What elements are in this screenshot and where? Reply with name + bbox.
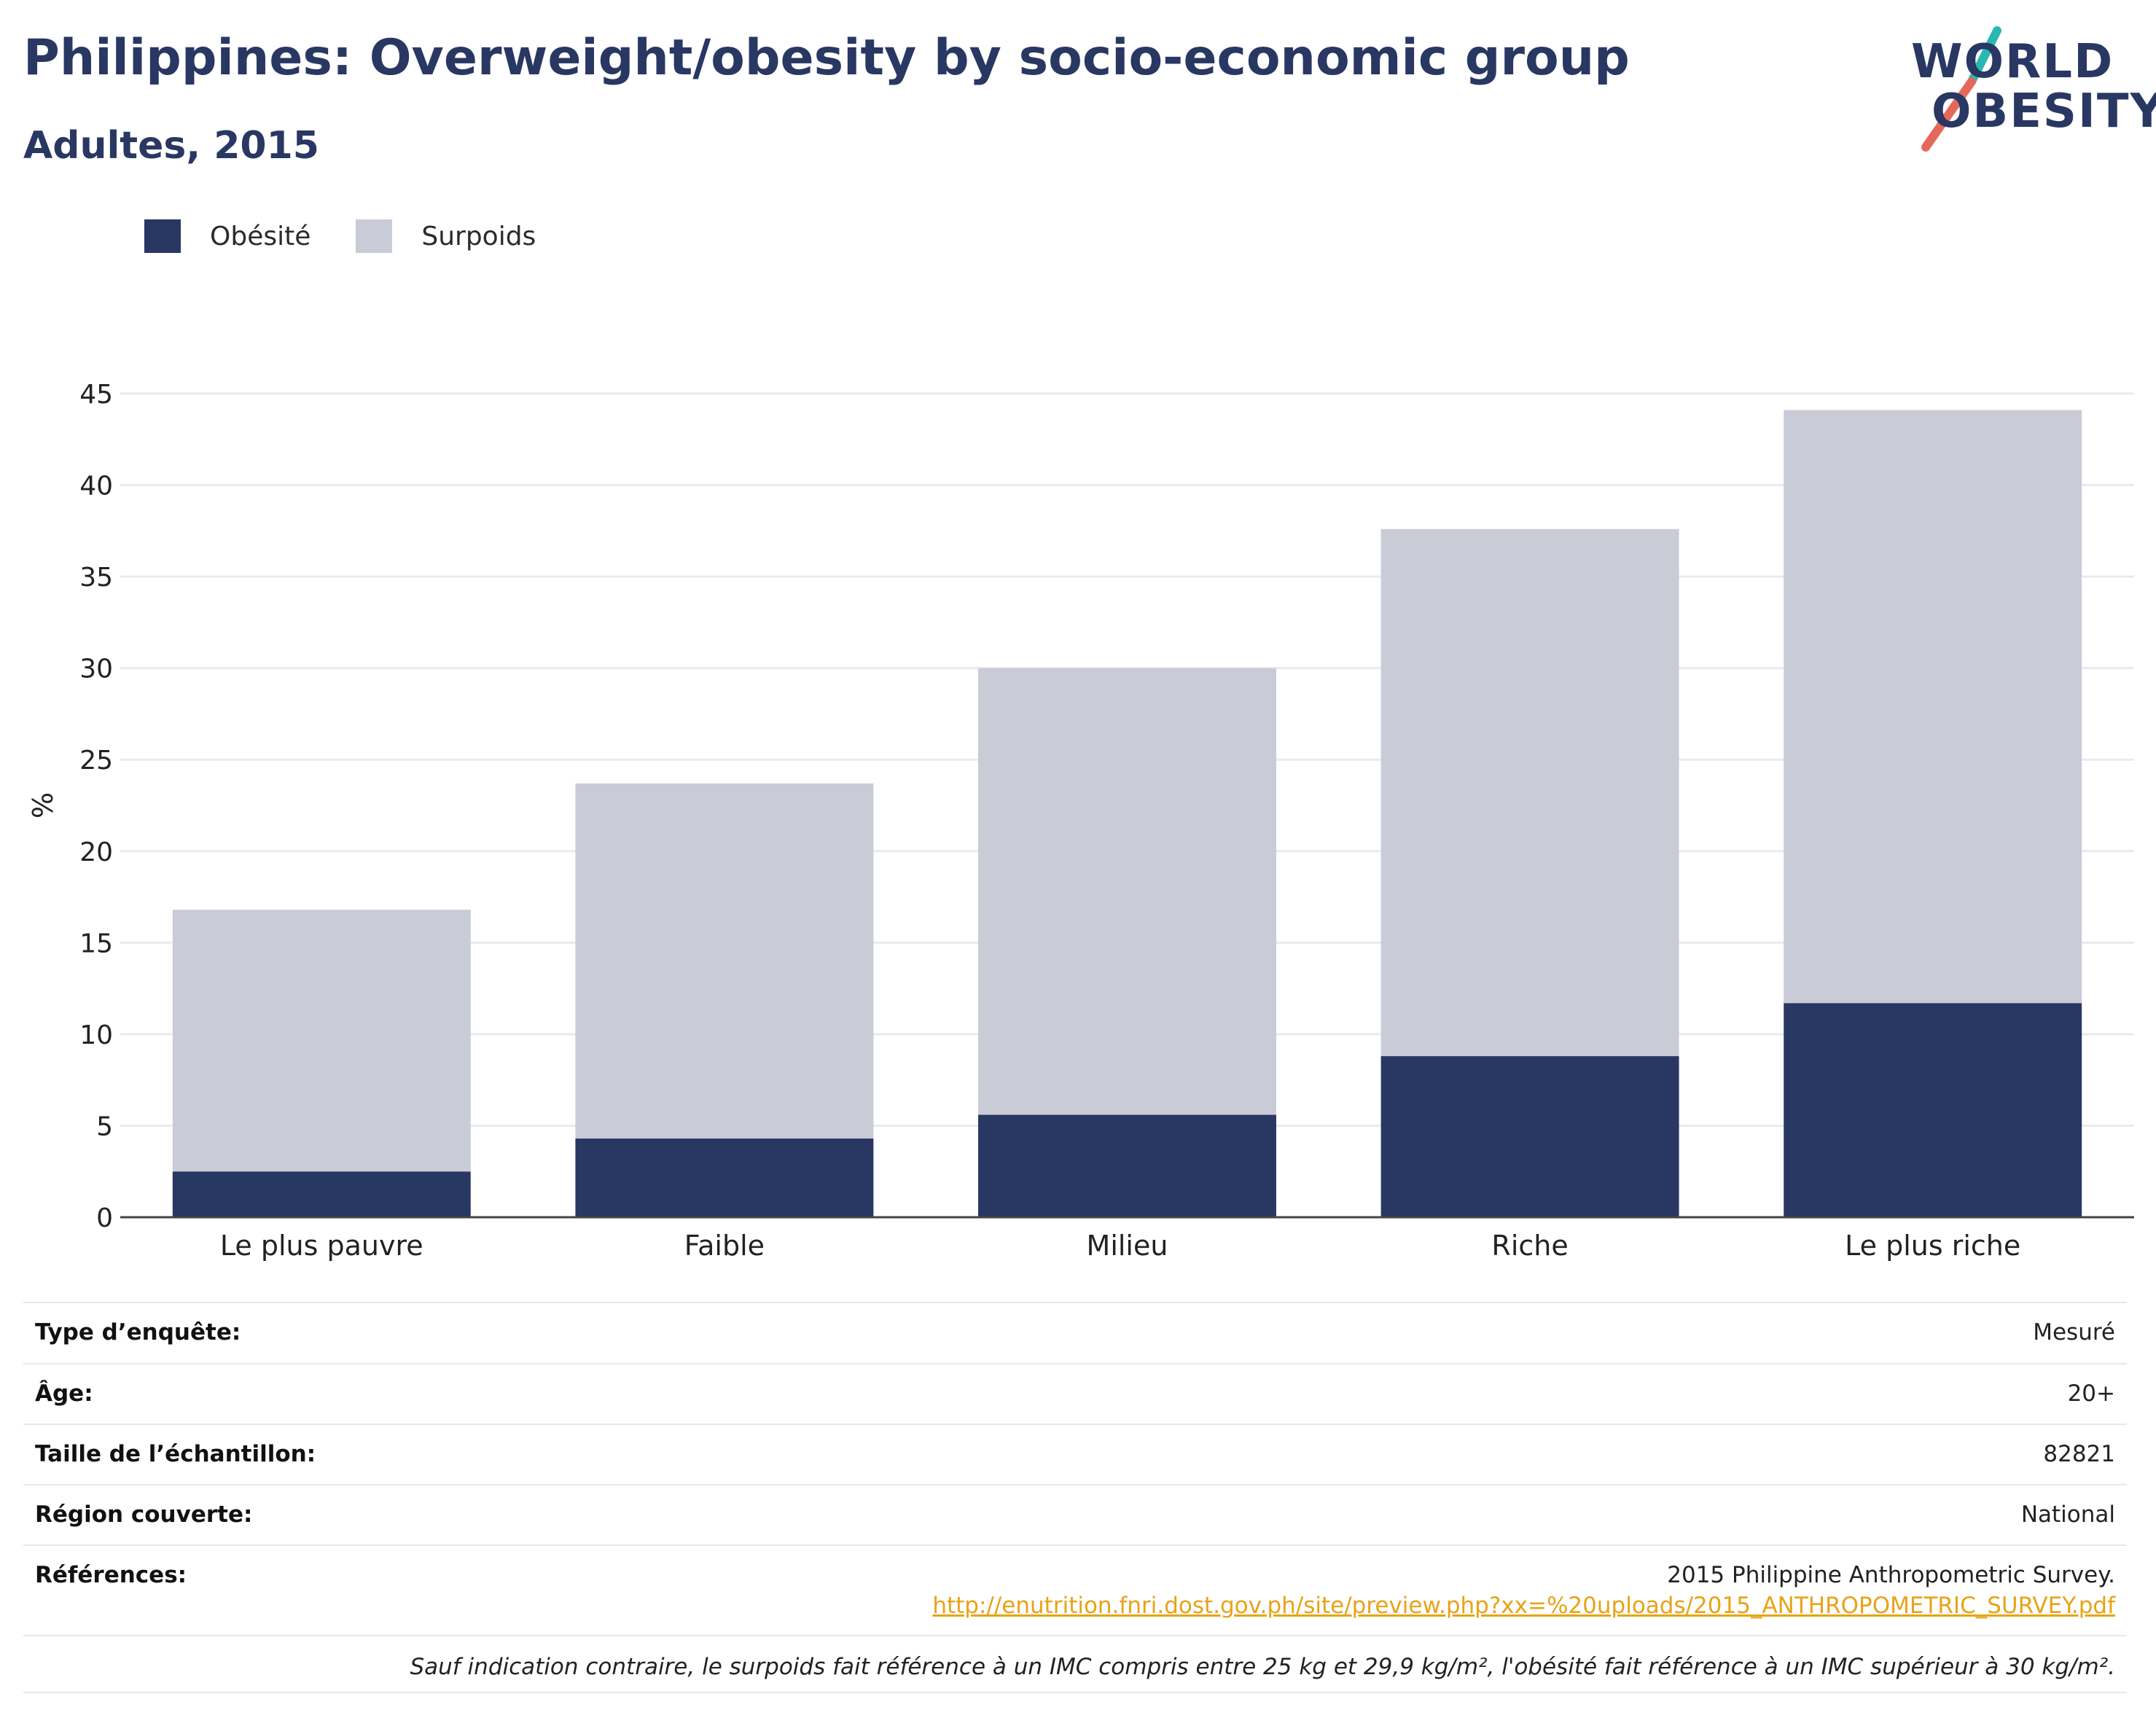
x-tick-label: Le plus riche (1845, 1230, 2020, 1262)
legend-swatch-overweight (356, 219, 393, 253)
meta-label: Région couverte: (35, 1501, 253, 1528)
chart-subtitle: Adultes, 2015 (23, 124, 319, 168)
world-obesity-logo: WORLD OBESITY (1902, 22, 2156, 153)
y-tick-label: 45 (79, 380, 113, 410)
legend-label-obesity: Obésité (210, 221, 311, 251)
meta-label: Type d’enquête: (35, 1319, 241, 1346)
logo-slash-icon (1921, 26, 2001, 152)
meta-label: Références: (35, 1562, 187, 1588)
y-tick-label: 25 (79, 746, 113, 776)
y-tick-label: 5 (96, 1112, 113, 1141)
logo-word-world: WORLD (1911, 35, 2114, 89)
x-tick-label: Faible (684, 1230, 765, 1262)
bar-obesity (1380, 1056, 1679, 1217)
meta-value: 82821 (2043, 1441, 2115, 1467)
survey-details: Type d’enquête: Mesuré Âge: 20+ Taille d… (23, 1302, 2127, 1693)
meta-row-region: Région couverte: National (23, 1484, 2127, 1544)
chart-legend: Obésité Surpoids (144, 217, 581, 255)
bar-obesity (1784, 1003, 2082, 1217)
meta-row-sample-size: Taille de l’échantillon: 82821 (23, 1423, 2127, 1484)
bar-obesity (172, 1171, 471, 1217)
meta-label: Âge: (35, 1380, 93, 1407)
logo-word-obesity: OBESITY (1932, 85, 2156, 138)
bar-overweight (1784, 410, 2082, 1004)
bar-chart: 0 5 10 15 20 25 30 35 40 45% Le plus pauvre Faible M… (27, 380, 2134, 1262)
meta-value: Mesuré (2033, 1319, 2115, 1346)
meta-label: Taille de l’échantillon: (35, 1441, 316, 1467)
bar-overweight (1380, 528, 1679, 1057)
meta-value: 20+ (2067, 1380, 2115, 1407)
footnote: Sauf indication contraire, le surpoids f… (23, 1635, 2127, 1693)
chart-title: Philippines: Overweight/obesity by socio… (23, 29, 1630, 87)
meta-row-references: Références: 2015 Philippine Anthropometr… (23, 1544, 2127, 1635)
meta-row-age: Âge: 20+ (23, 1363, 2127, 1423)
bar-overweight (172, 910, 471, 1172)
y-tick-label: 0 (96, 1203, 113, 1233)
legend-swatch-obesity (144, 219, 181, 253)
bar-overweight (978, 668, 1276, 1115)
y-tick-label: 20 (79, 837, 113, 867)
bar-overweight (575, 783, 874, 1139)
y-tick-label: 15 (79, 929, 113, 958)
meta-value: National (2020, 1501, 2115, 1528)
reference-text: 2015 Philippine Anthropometric Survey. (1667, 1562, 2115, 1588)
bar-obesity (978, 1114, 1276, 1217)
y-tick-label: 10 (79, 1020, 113, 1050)
y-axis-label: % (27, 792, 59, 819)
legend-label-overweight: Surpoids (421, 221, 536, 251)
x-tick-label: Milieu (1087, 1230, 1168, 1262)
meta-row-survey-type: Type d’enquête: Mesuré (23, 1302, 2127, 1363)
y-tick-label: 35 (79, 563, 113, 593)
y-tick-label: 30 (79, 655, 113, 684)
x-tick-label: Riche (1491, 1230, 1568, 1262)
x-tick-label: Le plus pauvre (220, 1230, 423, 1262)
reference-link[interactable]: http://enutrition.fnri.dost.gov.ph/site/… (932, 1593, 2115, 1619)
y-tick-label: 40 (79, 472, 113, 501)
bar-obesity (575, 1139, 874, 1217)
meta-value: 2015 Philippine Anthropometric Survey. h… (932, 1562, 2115, 1619)
